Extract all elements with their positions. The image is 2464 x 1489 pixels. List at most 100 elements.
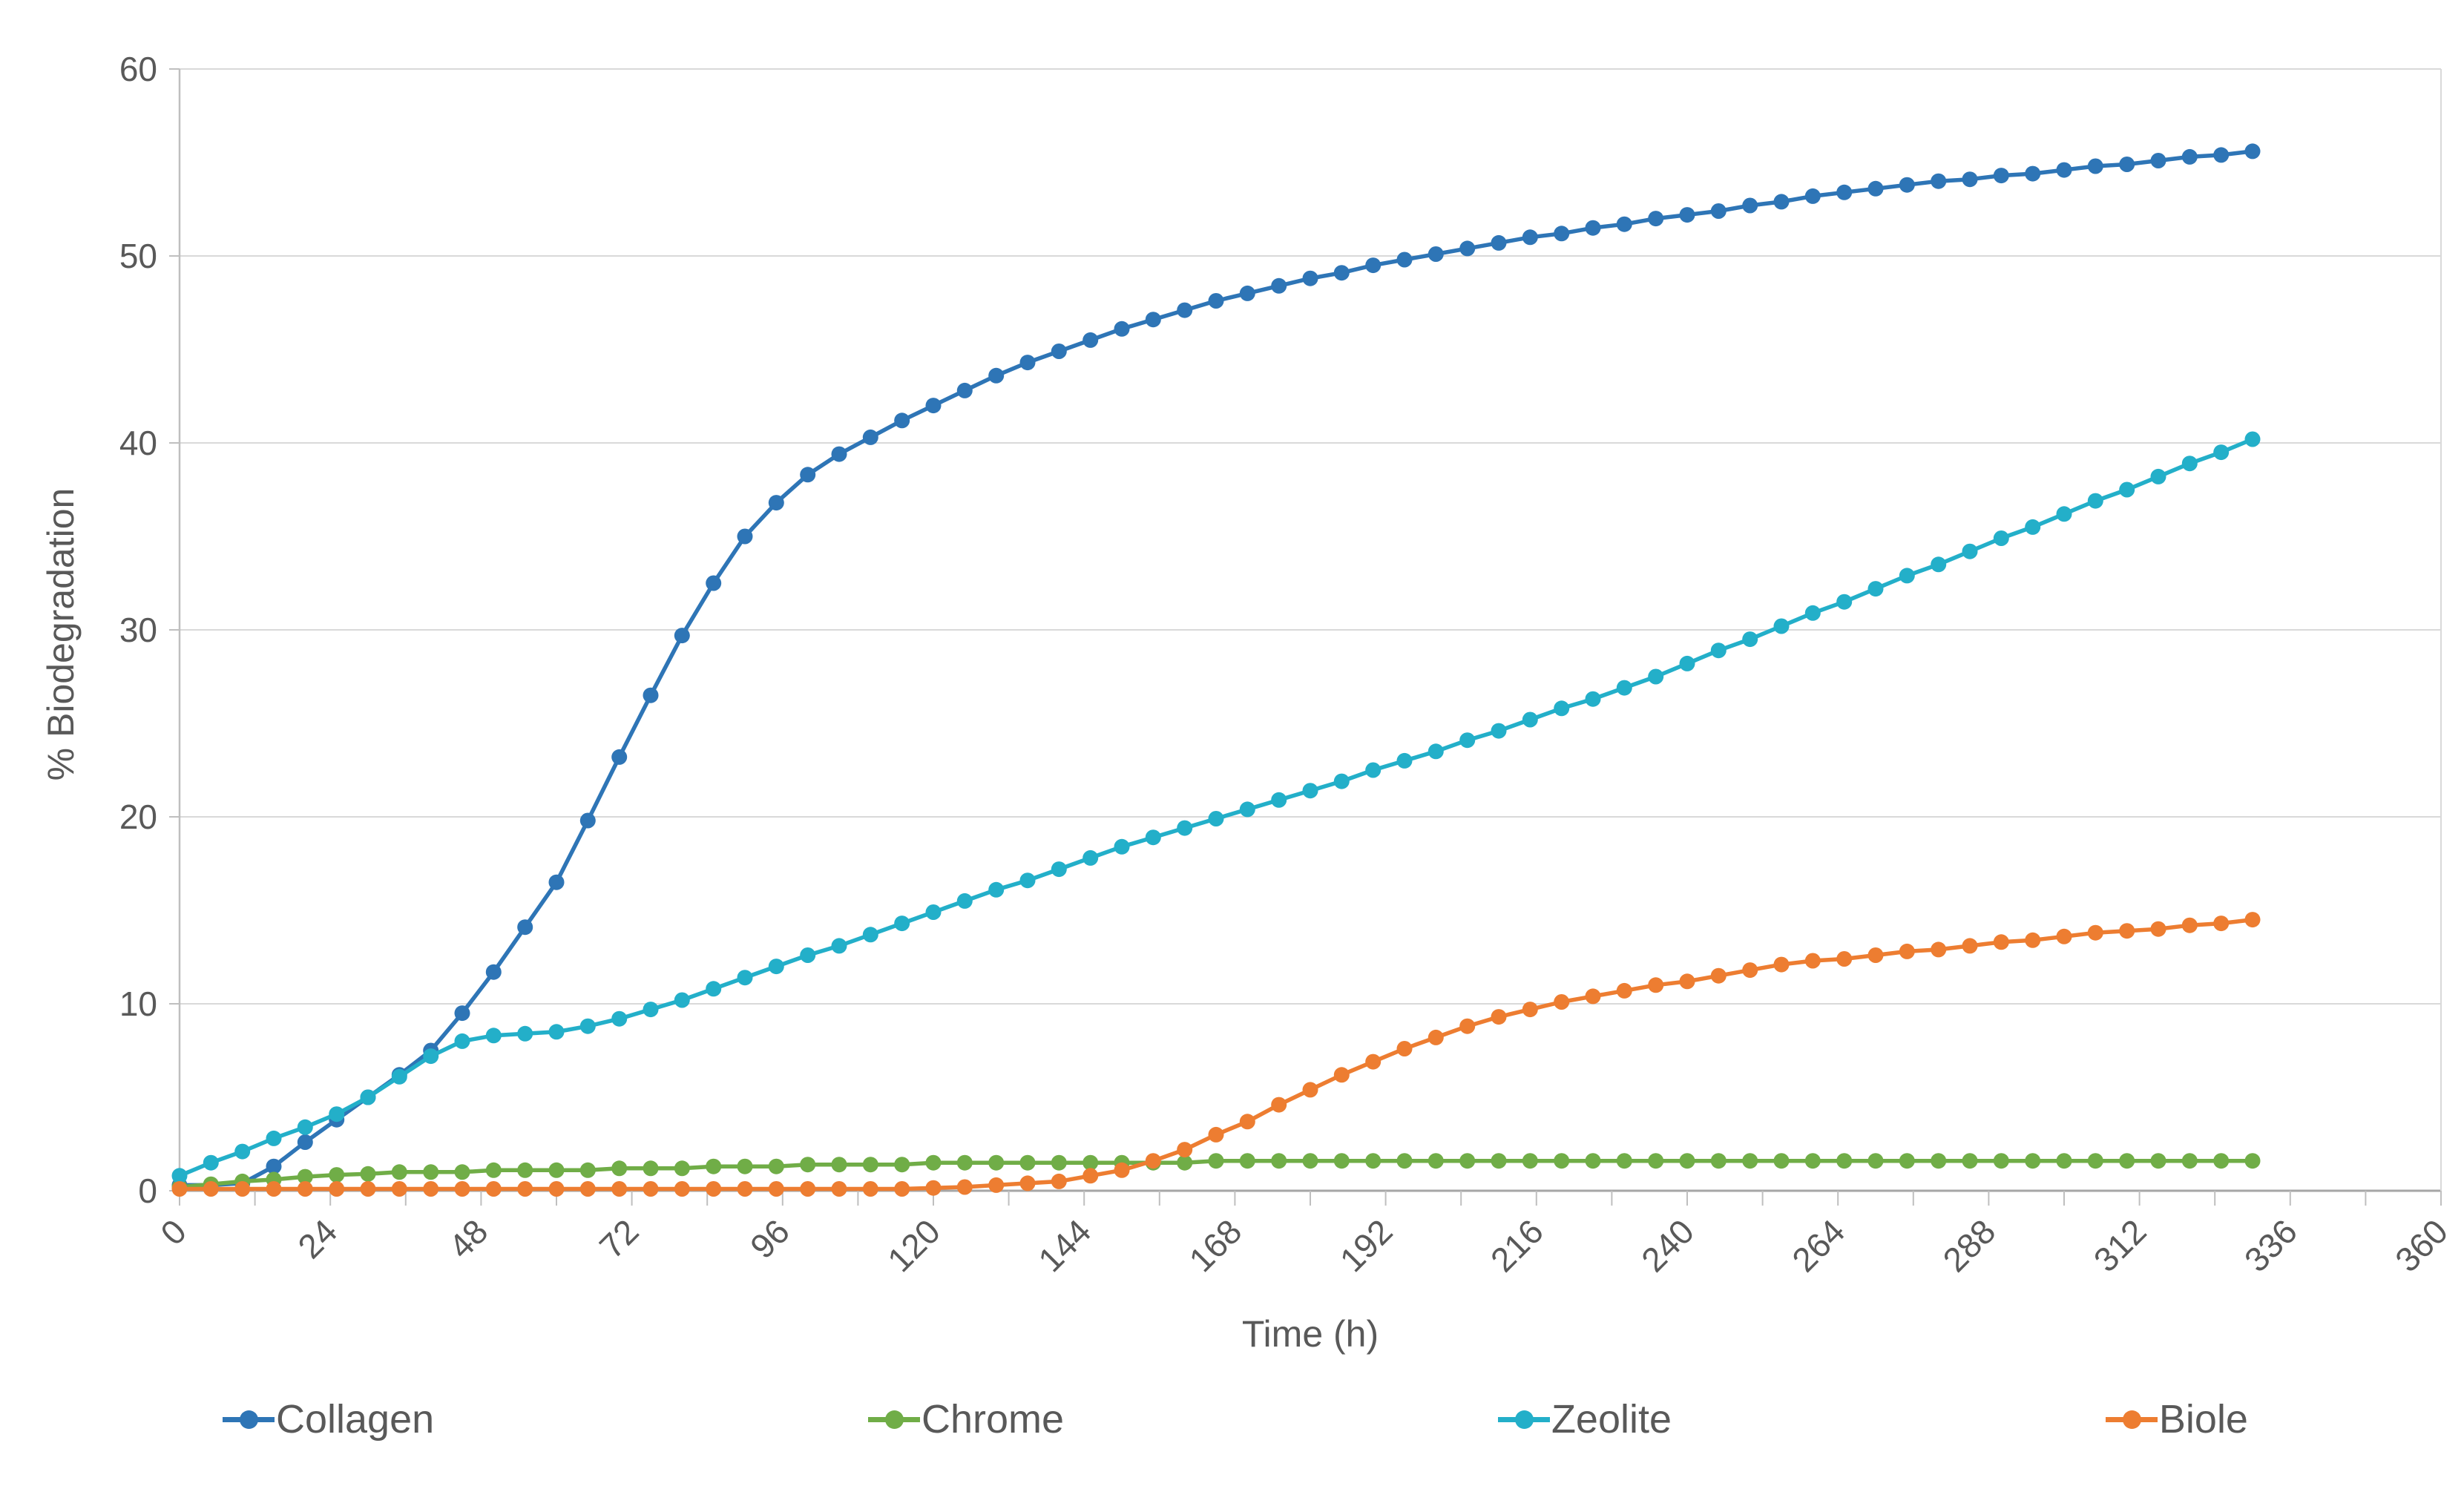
data-point-biole bbox=[423, 1181, 439, 1197]
y-tick-label-50: 50 bbox=[119, 237, 157, 275]
data-point-collagen bbox=[1082, 332, 1099, 348]
data-point-biole bbox=[2244, 912, 2261, 928]
data-point-biole bbox=[2213, 916, 2230, 932]
data-point-chrome bbox=[831, 1157, 847, 1173]
data-point-collagen bbox=[1616, 216, 1632, 232]
data-point-chrome bbox=[2025, 1153, 2041, 1169]
data-point-chrome bbox=[297, 1168, 313, 1185]
data-point-biole bbox=[454, 1181, 470, 1197]
data-point-zeolite bbox=[454, 1033, 470, 1049]
x-tick-label-288: 288 bbox=[1935, 1212, 2003, 1279]
data-point-zeolite bbox=[611, 1010, 628, 1027]
data-point-biole bbox=[894, 1181, 910, 1197]
data-point-chrome bbox=[1585, 1153, 1601, 1169]
data-point-zeolite bbox=[1145, 829, 1161, 846]
data-point-chrome bbox=[1962, 1153, 1978, 1169]
data-point-zeolite bbox=[360, 1089, 376, 1105]
data-point-chrome bbox=[1836, 1153, 1853, 1169]
data-point-zeolite bbox=[517, 1025, 533, 1042]
data-point-chrome bbox=[1931, 1153, 1947, 1169]
data-point-collagen bbox=[894, 412, 910, 429]
legend-item-collagen: Collagen bbox=[223, 1399, 434, 1439]
data-point-biole bbox=[1365, 1054, 1382, 1070]
data-point-biole bbox=[1177, 1142, 1193, 1158]
data-point-biole bbox=[1679, 973, 1695, 990]
data-point-zeolite bbox=[1867, 581, 1884, 597]
legend-item-biole: Biole bbox=[2105, 1397, 2248, 1442]
data-point-biole bbox=[1867, 947, 1884, 963]
data-point-biole bbox=[1019, 1175, 1036, 1191]
data-point-zeolite bbox=[1742, 631, 1758, 648]
data-point-biole bbox=[1396, 1041, 1413, 1056]
data-point-collagen bbox=[2087, 158, 2103, 174]
data-point-collagen bbox=[1114, 321, 1130, 337]
data-point-zeolite bbox=[2244, 431, 2261, 447]
data-point-collagen bbox=[737, 528, 753, 545]
y-tick-label-60: 60 bbox=[119, 50, 157, 88]
data-point-biole bbox=[2181, 917, 2198, 933]
data-point-collagen bbox=[1145, 312, 1161, 328]
series-chrome bbox=[171, 1153, 2261, 1195]
data-point-zeolite bbox=[1522, 711, 1538, 728]
data-point-chrome bbox=[1993, 1153, 2009, 1169]
x-tick-label-240: 240 bbox=[1634, 1212, 1701, 1279]
data-point-collagen bbox=[1491, 234, 1507, 251]
data-point-collagen bbox=[862, 429, 878, 445]
data-point-zeolite bbox=[956, 893, 973, 909]
data-point-collagen bbox=[1428, 246, 1444, 262]
data-point-collagen bbox=[800, 467, 816, 483]
data-point-biole bbox=[674, 1181, 690, 1197]
data-point-chrome bbox=[737, 1158, 753, 1174]
data-point-biole bbox=[1554, 994, 1570, 1010]
data-point-zeolite bbox=[862, 927, 878, 943]
data-point-biole bbox=[768, 1181, 784, 1197]
data-point-zeolite bbox=[1899, 568, 1915, 584]
data-point-chrome bbox=[2213, 1153, 2230, 1169]
data-point-collagen bbox=[2181, 148, 2198, 165]
data-point-zeolite bbox=[1208, 811, 1224, 826]
data-point-biole bbox=[1993, 934, 2009, 950]
data-point-chrome bbox=[1239, 1153, 1255, 1169]
data-point-chrome bbox=[956, 1154, 973, 1171]
data-point-chrome bbox=[360, 1166, 376, 1182]
data-point-collagen bbox=[1836, 184, 1853, 200]
data-point-collagen bbox=[1051, 344, 1067, 359]
x-tick-label-0: 0 bbox=[153, 1212, 194, 1252]
x-tick-label-264: 264 bbox=[1784, 1212, 1852, 1279]
data-point-zeolite bbox=[1396, 752, 1413, 769]
data-point-biole bbox=[1082, 1168, 1099, 1184]
data-point-biole bbox=[485, 1181, 502, 1197]
legend-marker-icon-collagen bbox=[223, 1410, 275, 1429]
data-point-chrome bbox=[1051, 1154, 1067, 1171]
data-point-collagen bbox=[2056, 162, 2072, 178]
data-point-biole bbox=[203, 1181, 219, 1197]
data-point-biole bbox=[1710, 967, 1727, 984]
data-point-collagen bbox=[579, 812, 596, 829]
data-point-biole bbox=[1804, 953, 1821, 969]
data-point-zeolite bbox=[925, 904, 942, 920]
data-point-collagen bbox=[956, 382, 973, 398]
data-point-biole bbox=[297, 1181, 313, 1197]
data-point-zeolite bbox=[988, 881, 1005, 898]
data-point-biole bbox=[548, 1181, 565, 1197]
data-point-zeolite bbox=[1804, 605, 1821, 621]
x-tick-label-312: 312 bbox=[2086, 1212, 2154, 1279]
data-point-collagen bbox=[1177, 302, 1193, 318]
data-point-collagen bbox=[1993, 168, 2009, 184]
data-point-zeolite bbox=[391, 1068, 407, 1085]
series-collagen bbox=[171, 143, 2261, 1193]
data-point-chrome bbox=[1679, 1153, 1695, 1169]
data-point-biole bbox=[1931, 941, 1947, 958]
x-tick-label-24: 24 bbox=[290, 1212, 344, 1266]
data-point-zeolite bbox=[1051, 861, 1067, 878]
y-tick-label-30: 30 bbox=[119, 611, 157, 649]
data-point-biole bbox=[1333, 1067, 1350, 1083]
data-point-collagen bbox=[925, 398, 942, 414]
data-point-biole bbox=[1616, 982, 1632, 999]
data-point-chrome bbox=[2150, 1153, 2166, 1169]
legend-label-biole: Biole bbox=[2158, 1397, 2248, 1442]
data-point-biole bbox=[266, 1181, 282, 1197]
data-point-collagen bbox=[1019, 355, 1036, 371]
data-point-zeolite bbox=[329, 1106, 345, 1122]
